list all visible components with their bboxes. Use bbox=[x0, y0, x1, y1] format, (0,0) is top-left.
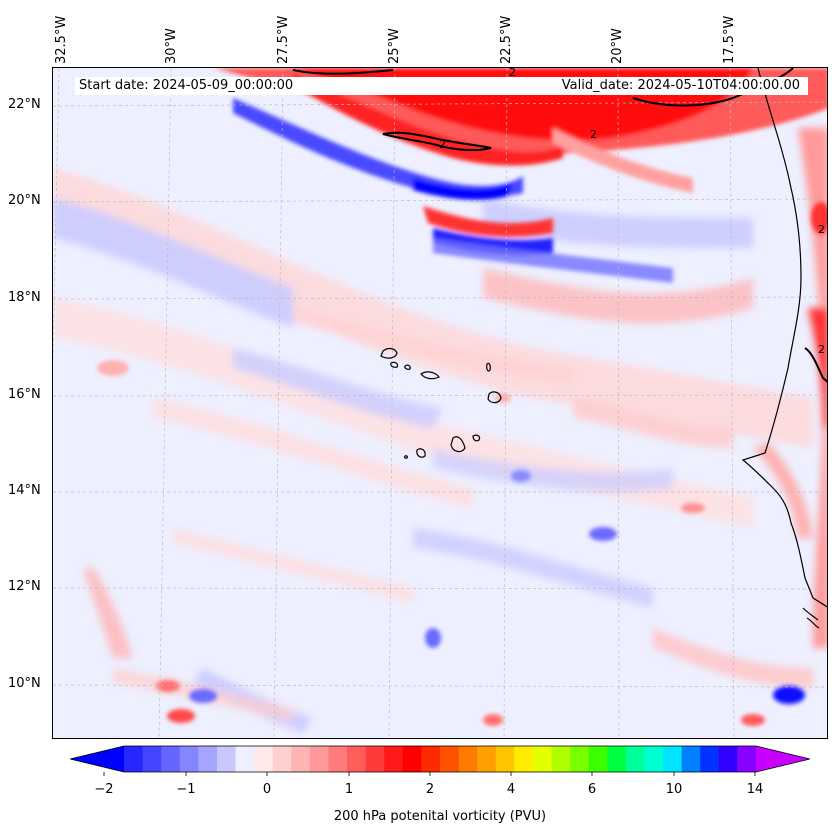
colorbar-segment bbox=[421, 746, 441, 772]
cape-verde-islands bbox=[380, 347, 502, 459]
colorbar-tick-label: 6 bbox=[587, 782, 597, 797]
colorbar-segment bbox=[588, 746, 608, 772]
coastline bbox=[741, 68, 827, 629]
colorbar-segment bbox=[254, 746, 274, 772]
lon-label-32.5w: 32.5°W bbox=[54, 15, 69, 64]
colorbar-segment bbox=[607, 746, 627, 772]
colorbar bbox=[69, 744, 811, 778]
colorbar-segment bbox=[495, 746, 515, 772]
contour-label: 2 bbox=[439, 138, 446, 151]
colorbar-segment bbox=[514, 746, 534, 772]
colorbar-segment bbox=[681, 746, 701, 772]
lon-label-25w: 25°W bbox=[387, 28, 402, 64]
colorbar-segment bbox=[198, 746, 218, 772]
colorbar-segment bbox=[477, 746, 497, 772]
colorbar-segment bbox=[384, 746, 404, 772]
colorbar-tick-label: 2 bbox=[425, 782, 435, 797]
lat-label-16n: 16°N bbox=[8, 387, 41, 402]
colorbar-tick-label: −1 bbox=[176, 782, 196, 797]
colorbar-segment bbox=[347, 746, 367, 772]
start-date-label: Start date: 2024-05-09_00:00:00 bbox=[79, 78, 294, 93]
pv-map-canvas: 2 2 2 2 2 bbox=[53, 68, 827, 738]
colorbar-segment bbox=[142, 746, 162, 772]
colorbar-tick-label: 0 bbox=[262, 782, 272, 797]
lon-label-17.5w: 17.5°W bbox=[722, 15, 737, 64]
lon-label-27.5w: 27.5°W bbox=[276, 15, 291, 64]
lat-label-10n: 10°N bbox=[8, 676, 41, 691]
colorbar-segment bbox=[718, 746, 739, 772]
colorbar-tick-label: −2 bbox=[94, 782, 114, 797]
lat-label-22n: 22°N bbox=[8, 97, 41, 112]
lat-label-14n: 14°N bbox=[8, 483, 41, 498]
colorbar-segment bbox=[458, 746, 478, 772]
colorbar-segment bbox=[402, 746, 423, 772]
colorbar-segment bbox=[328, 746, 348, 772]
contour-label: 2 bbox=[590, 128, 597, 141]
contour-label: 2 bbox=[818, 223, 825, 236]
colorbar-segment bbox=[440, 746, 460, 772]
lat-label-20n: 20°N bbox=[8, 193, 41, 208]
colorbar-segment bbox=[570, 746, 590, 772]
colorbar-segment bbox=[161, 746, 181, 772]
lat-label-12n: 12°N bbox=[8, 579, 41, 594]
contour-label: 2 bbox=[509, 68, 516, 79]
colorbar-segment bbox=[644, 746, 664, 772]
colorbar-segment bbox=[663, 746, 683, 772]
colorbar-segment bbox=[179, 746, 199, 772]
colorbar-extend-min bbox=[70, 746, 124, 772]
colorbar-tick-label: 14 bbox=[746, 782, 764, 797]
lon-label-22.5w: 22.5°W bbox=[499, 15, 514, 64]
coastal-pv-band bbox=[753, 128, 827, 648]
lon-label-20w: 20°W bbox=[610, 28, 625, 64]
colorbar-segment bbox=[216, 746, 237, 772]
graticule bbox=[53, 68, 827, 738]
pv-map[interactable]: 2 2 2 2 2 bbox=[52, 67, 828, 739]
colorbar-extend-max bbox=[756, 746, 810, 772]
contour-label: 2 bbox=[818, 343, 825, 356]
colorbar-segment bbox=[365, 746, 385, 772]
colorbar-segment bbox=[235, 746, 255, 772]
colorbar-svg bbox=[69, 745, 811, 776]
colorbar-segment bbox=[124, 746, 144, 772]
colorbar-segment bbox=[309, 746, 330, 772]
colorbar-segment bbox=[291, 746, 311, 772]
map-title-bar: Start date: 2024-05-09_00:00:00 Valid_da… bbox=[75, 77, 808, 95]
lat-label-18n: 18°N bbox=[8, 290, 41, 305]
colorbar-segment bbox=[625, 746, 646, 772]
valid-date-label: Valid_date: 2024-05-10T04:00:00.00 bbox=[561, 78, 800, 93]
colorbar-label: 200 hPa potenital vorticity (PVU) bbox=[333, 809, 547, 824]
colorbar-segment bbox=[737, 746, 757, 772]
colorbar-tick-label: 10 bbox=[665, 782, 683, 797]
colorbar-segment bbox=[272, 746, 292, 772]
pv-contour-labels: 2 2 2 2 2 bbox=[439, 68, 825, 356]
colorbar-tick-label: 4 bbox=[506, 782, 516, 797]
colorbar-segment bbox=[532, 746, 553, 772]
lon-label-30w: 30°W bbox=[164, 28, 179, 64]
pv-field-shading bbox=[53, 168, 813, 733]
colorbar-segment bbox=[700, 746, 720, 772]
colorbar-segment bbox=[551, 746, 571, 772]
colorbar-tick-label: 1 bbox=[344, 782, 354, 797]
